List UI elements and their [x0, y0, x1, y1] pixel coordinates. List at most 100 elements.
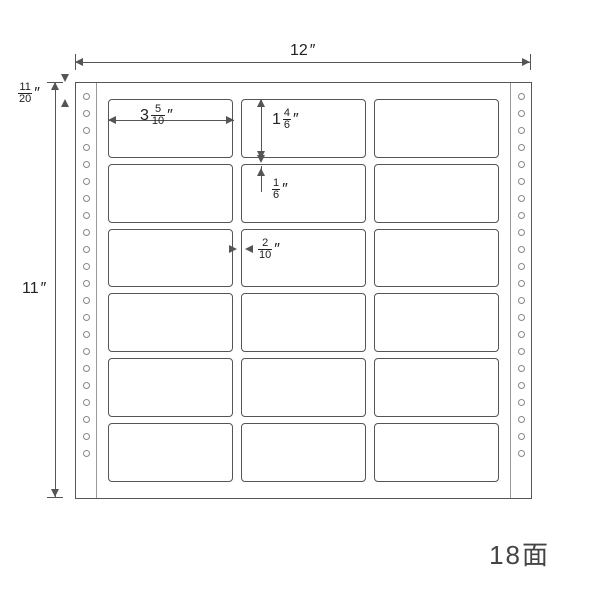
- perf-hole: [83, 399, 90, 406]
- dim-cell-height-line: [261, 99, 262, 159]
- perf-hole: [83, 263, 90, 270]
- perf-hole: [83, 246, 90, 253]
- perf-hole: [518, 314, 525, 321]
- label-cell: [241, 423, 366, 482]
- prime-icon: [310, 42, 316, 60]
- label-cell: [241, 358, 366, 417]
- perf-hole: [518, 127, 525, 134]
- dim-cell-width-frac: 5 10: [151, 104, 165, 127]
- label-cell: [108, 164, 233, 223]
- face-count: 18面: [489, 535, 550, 572]
- dim-total-width-tick-r: [530, 54, 531, 70]
- label-cell: [241, 293, 366, 352]
- dim-total-width-line: [75, 62, 530, 63]
- perf-hole: [518, 399, 525, 406]
- label-cell: [108, 229, 233, 288]
- label-cell: [241, 99, 366, 158]
- perf-hole: [83, 144, 90, 151]
- dim-cell-height-int: 1: [272, 111, 281, 129]
- face-count-value: 18: [489, 540, 522, 570]
- label-cell: [108, 358, 233, 417]
- dim-total-height-line: [55, 82, 56, 497]
- perf-hole: [518, 450, 525, 457]
- perf-hole: [83, 314, 90, 321]
- dim-row-gap: 1 6: [272, 178, 288, 201]
- dim-total-width-int: 12: [290, 42, 308, 60]
- dim-total-width-arrow-l: [75, 58, 83, 66]
- perf-hole: [518, 229, 525, 236]
- dim-top-margin-arrow-u: [61, 99, 69, 107]
- perf-hole: [518, 331, 525, 338]
- dim-cell-height-frac: 4 6: [283, 108, 291, 131]
- perf-hole: [83, 195, 90, 202]
- prime-icon: [274, 241, 280, 259]
- perf-hole: [83, 93, 90, 100]
- prime-icon: [41, 280, 47, 298]
- perf-hole: [518, 263, 525, 270]
- perf-hole: [518, 110, 525, 117]
- perf-hole: [518, 195, 525, 202]
- dim-total-height: 11: [22, 280, 46, 298]
- perf-hole: [518, 433, 525, 440]
- dim-total-height-arrow-u: [51, 82, 59, 90]
- dim-top-margin-frac: 11 20: [18, 82, 32, 105]
- perf-hole: [83, 365, 90, 372]
- perf-hole: [83, 450, 90, 457]
- dim-total-height-arrow-d: [51, 489, 59, 497]
- prime-icon: [282, 181, 288, 199]
- perf-hole: [83, 416, 90, 423]
- perf-hole: [83, 178, 90, 185]
- dim-cell-height: 1 4 6: [272, 108, 299, 131]
- face-count-suffix: 面: [522, 540, 550, 570]
- perf-hole: [518, 212, 525, 219]
- dim-total-height-int: 11: [22, 280, 39, 298]
- dim-row-gap-leader: [261, 166, 262, 192]
- perf-hole: [518, 93, 525, 100]
- label-cell: [374, 164, 499, 223]
- perf-hole: [83, 229, 90, 236]
- prime-icon: [34, 85, 40, 103]
- label-cell: [374, 293, 499, 352]
- perf-hole: [518, 246, 525, 253]
- label-cell: [374, 229, 499, 288]
- dim-col-gap: 2 10: [258, 238, 280, 261]
- label-sheet: [75, 82, 532, 499]
- perf-hole: [83, 382, 90, 389]
- dim-total-width-arrow-r: [522, 58, 530, 66]
- dim-col-gap-arrow-l: [245, 245, 253, 253]
- dim-row-gap-frac: 1 6: [272, 178, 280, 201]
- perf-hole: [518, 365, 525, 372]
- dim-cell-width-arrow-l: [108, 116, 116, 124]
- perf-hole: [83, 331, 90, 338]
- perf-hole: [83, 212, 90, 219]
- perf-hole: [83, 348, 90, 355]
- perf-hole: [83, 433, 90, 440]
- perf-hole: [518, 382, 525, 389]
- dim-top-margin: 11 20: [18, 82, 40, 105]
- dim-row-gap-arrow-d: [257, 155, 265, 163]
- dim-top-margin-arrow-d: [61, 74, 69, 82]
- dim-cell-width-int: 3: [140, 107, 149, 125]
- perforation-right: [510, 83, 531, 498]
- prime-icon: [167, 107, 173, 125]
- perf-hole: [83, 127, 90, 134]
- prime-icon: [293, 111, 299, 129]
- dim-total-width-tick-l: [75, 54, 76, 70]
- label-cell: [108, 423, 233, 482]
- perf-hole: [518, 178, 525, 185]
- perf-hole: [518, 348, 525, 355]
- dim-total-width: 12: [290, 42, 315, 60]
- dim-total-height-tick-b: [47, 497, 63, 498]
- dim-col-gap-arrow-r: [229, 245, 237, 253]
- perf-hole: [518, 280, 525, 287]
- perf-hole: [83, 110, 90, 117]
- perf-hole: [83, 161, 90, 168]
- dim-col-gap-frac: 2 10: [258, 238, 272, 261]
- label-cell: [108, 293, 233, 352]
- perf-hole: [518, 416, 525, 423]
- dim-cell-width-arrow-r: [226, 116, 234, 124]
- dim-cell-height-arrow-u: [257, 99, 265, 107]
- perf-hole: [518, 161, 525, 168]
- perf-hole: [83, 280, 90, 287]
- label-cell: [374, 423, 499, 482]
